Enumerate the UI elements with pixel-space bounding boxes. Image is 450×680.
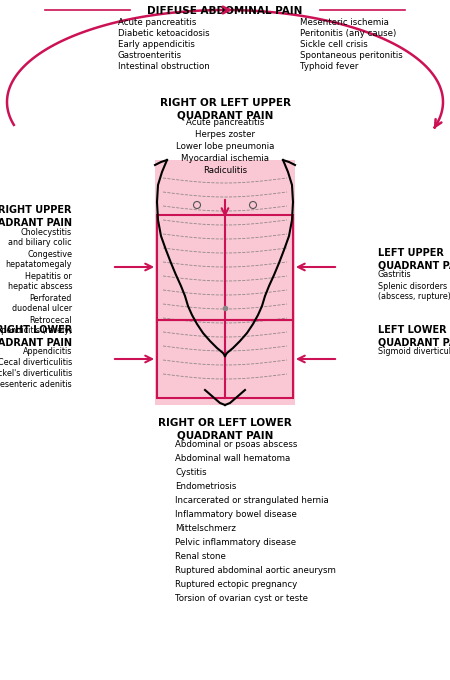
Text: Renal stone: Renal stone xyxy=(175,552,226,561)
Text: Gastritis: Gastritis xyxy=(378,270,412,279)
Text: Endometriosis: Endometriosis xyxy=(175,482,236,491)
Text: Acute pancreatitis: Acute pancreatitis xyxy=(186,118,264,127)
Text: hepatatomegaly: hepatatomegaly xyxy=(5,260,72,269)
Text: RIGHT UPPER
QUADRANT PAIN: RIGHT UPPER QUADRANT PAIN xyxy=(0,205,72,227)
Text: Ruptured ectopic pregnancy: Ruptured ectopic pregnancy xyxy=(175,580,297,589)
Text: Lower lobe pneumonia: Lower lobe pneumonia xyxy=(176,142,274,151)
Text: RIGHT OR LEFT LOWER
QUADRANT PAIN: RIGHT OR LEFT LOWER QUADRANT PAIN xyxy=(158,418,292,441)
Text: Pelvic inflammatory disease: Pelvic inflammatory disease xyxy=(175,538,296,547)
Text: Diabetic ketoacidosis: Diabetic ketoacidosis xyxy=(118,29,210,38)
Text: Sickle cell crisis: Sickle cell crisis xyxy=(300,40,368,49)
Text: Abdominal or psoas abscess: Abdominal or psoas abscess xyxy=(175,440,297,449)
Text: Incarcerated or strangulated hernia: Incarcerated or strangulated hernia xyxy=(175,496,329,505)
Text: Ruptured abdominal aortic aneurysm: Ruptured abdominal aortic aneurysm xyxy=(175,566,336,575)
Text: Mesenteric adenitis: Mesenteric adenitis xyxy=(0,380,72,389)
Text: Cecal diverticulitis: Cecal diverticulitis xyxy=(0,358,72,367)
Text: RIGHT OR LEFT UPPER
QUADRANT PAIN: RIGHT OR LEFT UPPER QUADRANT PAIN xyxy=(159,98,291,120)
Text: Acute pancreatitis: Acute pancreatitis xyxy=(118,18,196,27)
Text: and biliary colic: and biliary colic xyxy=(9,238,72,247)
Text: (abscess, rupture): (abscess, rupture) xyxy=(378,292,450,301)
Text: Torsion of ovarian cyst or teste: Torsion of ovarian cyst or teste xyxy=(175,594,308,603)
Text: Abdominal wall hematoma: Abdominal wall hematoma xyxy=(175,454,290,463)
Text: Meckel's diverticulitis: Meckel's diverticulitis xyxy=(0,369,72,378)
Text: Gastroenteritis: Gastroenteritis xyxy=(118,51,182,60)
Text: DIFFUSE ABDOMINAL PAIN: DIFFUSE ABDOMINAL PAIN xyxy=(147,6,303,16)
Text: Appendicitis: Appendicitis xyxy=(22,347,72,356)
Text: Spontaneous peritonitis: Spontaneous peritonitis xyxy=(300,51,403,60)
Text: Inflammatory bowel disease: Inflammatory bowel disease xyxy=(175,510,297,519)
Text: hepatic abscess: hepatic abscess xyxy=(8,282,72,291)
Text: Radiculitis: Radiculitis xyxy=(203,166,247,175)
Bar xyxy=(157,215,293,320)
Text: Perforated: Perforated xyxy=(30,294,72,303)
Text: Early appendicitis: Early appendicitis xyxy=(118,40,195,49)
Text: Mesenteric ischemia: Mesenteric ischemia xyxy=(300,18,389,27)
Text: Retrocecal: Retrocecal xyxy=(29,316,72,325)
Text: Herpes zoster: Herpes zoster xyxy=(195,130,255,139)
Text: RIGHT LOWER
QUADRANT PAIN: RIGHT LOWER QUADRANT PAIN xyxy=(0,325,72,347)
Text: Cholecystitis: Cholecystitis xyxy=(21,228,72,237)
Text: duodenal ulcer: duodenal ulcer xyxy=(12,304,72,313)
Text: Typhoid fever: Typhoid fever xyxy=(300,62,358,71)
Text: Congestive: Congestive xyxy=(27,250,72,259)
Text: Myocardial ischemia: Myocardial ischemia xyxy=(181,154,269,163)
Text: Peritonitis (any cause): Peritonitis (any cause) xyxy=(300,29,396,38)
Text: Mittelschmerz: Mittelschmerz xyxy=(175,524,236,533)
Text: LEFT LOWER
QUADRANT PAIN: LEFT LOWER QUADRANT PAIN xyxy=(378,325,450,347)
Text: Hepatitis or: Hepatitis or xyxy=(25,272,72,281)
Text: appendicitis (rarely): appendicitis (rarely) xyxy=(0,326,72,335)
Text: Sigmoid diverticulitis: Sigmoid diverticulitis xyxy=(378,347,450,356)
Text: LEFT UPPER
QUADRANT PAIN: LEFT UPPER QUADRANT PAIN xyxy=(378,248,450,271)
Bar xyxy=(155,160,295,405)
Text: Intestinal obstruction: Intestinal obstruction xyxy=(118,62,210,71)
Text: Splenic disorders: Splenic disorders xyxy=(378,282,447,291)
Bar xyxy=(157,320,293,398)
Text: Cystitis: Cystitis xyxy=(175,468,207,477)
